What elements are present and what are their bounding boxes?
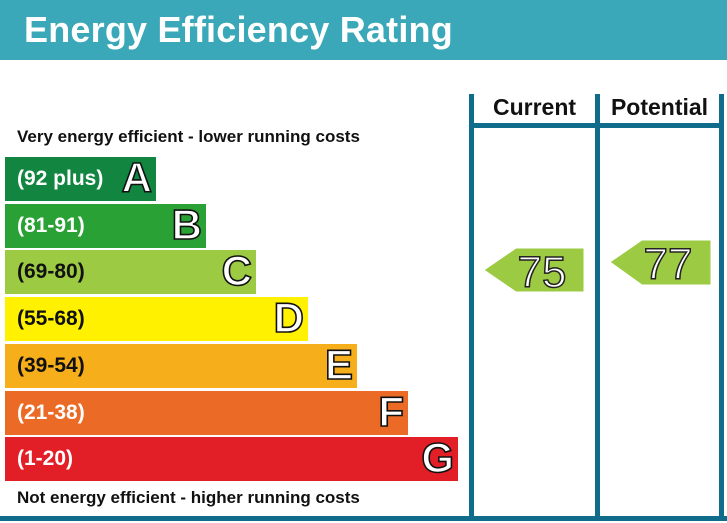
potential-rating-value: 77: [644, 240, 693, 289]
band-a: (92 plus) A: [5, 154, 156, 201]
header-bar: Energy Efficiency Rating: [0, 0, 727, 60]
band-range-label: (69-80): [17, 260, 85, 283]
caption-inefficient: Not energy efficient - higher running co…: [17, 488, 360, 507]
band-range-label: (1-20): [17, 447, 74, 470]
band-range-label: (21-38): [17, 401, 85, 424]
current-rating-value: 75: [518, 248, 567, 297]
column-divider-middle: [595, 94, 600, 520]
bottom-rule: [0, 516, 727, 521]
band-range-label: (39-54): [17, 354, 85, 377]
band-letter: G: [421, 434, 455, 481]
band-range-label: (81-91): [17, 214, 85, 237]
band-e: (39-54) E: [5, 341, 357, 388]
caption-efficient: Very energy efficient - lower running co…: [17, 127, 360, 146]
band-letter: A: [121, 154, 153, 201]
band-g: (1-20) G: [5, 434, 458, 481]
band-d: (55-68) D: [5, 294, 308, 341]
band-letter: E: [324, 341, 354, 388]
column-header-potential: Potential: [610, 94, 709, 120]
band-letter: D: [273, 294, 305, 341]
potential-rating-arrow: [609, 239, 712, 286]
column-header-current: Current: [492, 94, 577, 120]
band-range-label: (92 plus): [17, 167, 104, 190]
current-rating-arrow: [483, 247, 585, 293]
band-letter: F: [378, 388, 405, 435]
column-header-rule: [469, 123, 724, 128]
band-b: (81-91) B: [5, 201, 206, 248]
band-range-label: (55-68): [17, 307, 85, 330]
band-letter: B: [171, 201, 203, 248]
page-title: Energy Efficiency Rating: [24, 9, 453, 50]
band-letter: C: [221, 247, 253, 294]
band-c: (69-80) C: [5, 247, 256, 294]
band-f: (21-38) F: [5, 388, 408, 435]
column-divider-right: [719, 94, 724, 520]
column-divider-left: [469, 94, 474, 520]
